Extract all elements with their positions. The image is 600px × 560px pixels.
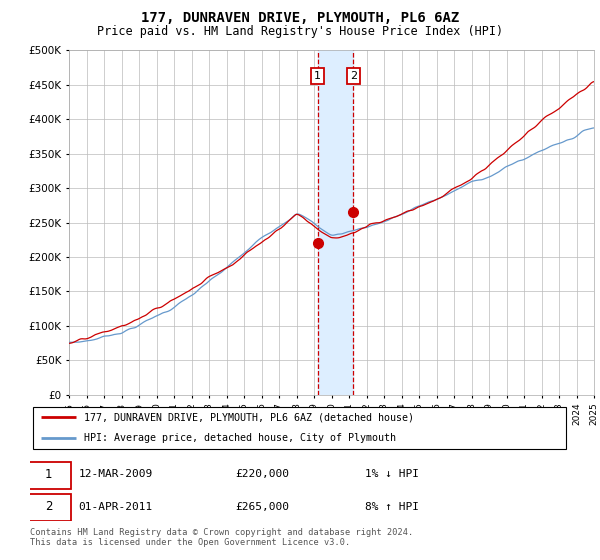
Text: 01-APR-2011: 01-APR-2011 (79, 502, 153, 512)
Text: 2: 2 (350, 71, 357, 81)
FancyBboxPatch shape (28, 494, 71, 521)
Text: 1% ↓ HPI: 1% ↓ HPI (365, 469, 419, 479)
Text: 8% ↑ HPI: 8% ↑ HPI (365, 502, 419, 512)
Text: 2: 2 (45, 500, 53, 513)
Text: 177, DUNRAVEN DRIVE, PLYMOUTH, PL6 6AZ (detached house): 177, DUNRAVEN DRIVE, PLYMOUTH, PL6 6AZ (… (84, 412, 414, 422)
FancyBboxPatch shape (28, 462, 71, 489)
Text: £265,000: £265,000 (235, 502, 289, 512)
Text: 177, DUNRAVEN DRIVE, PLYMOUTH, PL6 6AZ: 177, DUNRAVEN DRIVE, PLYMOUTH, PL6 6AZ (141, 11, 459, 25)
Text: £220,000: £220,000 (235, 469, 289, 479)
Text: 1: 1 (45, 468, 53, 481)
FancyBboxPatch shape (33, 407, 566, 449)
Text: HPI: Average price, detached house, City of Plymouth: HPI: Average price, detached house, City… (84, 433, 396, 444)
Text: Price paid vs. HM Land Registry's House Price Index (HPI): Price paid vs. HM Land Registry's House … (97, 25, 503, 38)
Text: 1: 1 (314, 71, 321, 81)
Text: Contains HM Land Registry data © Crown copyright and database right 2024.
This d: Contains HM Land Registry data © Crown c… (30, 528, 413, 547)
Bar (317, 50, 353, 395)
Text: 12-MAR-2009: 12-MAR-2009 (79, 469, 153, 479)
